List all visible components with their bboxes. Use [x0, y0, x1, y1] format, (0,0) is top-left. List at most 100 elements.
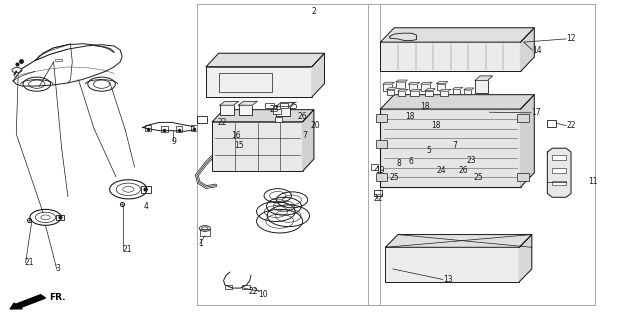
Bar: [381, 109, 520, 187]
Text: 3: 3: [56, 264, 61, 274]
Text: 17: 17: [531, 108, 541, 117]
Text: 26: 26: [458, 166, 468, 175]
Bar: [374, 190, 382, 196]
Polygon shape: [520, 95, 534, 187]
Bar: [275, 117, 282, 122]
Bar: [421, 84, 430, 91]
Bar: [218, 73, 271, 92]
Text: 22: 22: [566, 121, 575, 130]
Bar: [517, 173, 529, 181]
Bar: [368, 4, 595, 305]
Bar: [464, 90, 471, 94]
Bar: [197, 116, 207, 123]
Polygon shape: [381, 95, 534, 109]
Bar: [383, 84, 392, 91]
Bar: [426, 91, 433, 96]
Polygon shape: [212, 110, 314, 122]
Bar: [56, 215, 64, 220]
Polygon shape: [398, 89, 408, 91]
Text: 26: 26: [297, 113, 306, 122]
Text: 21: 21: [122, 245, 132, 254]
Text: 14: 14: [532, 45, 542, 55]
Polygon shape: [383, 82, 394, 84]
Bar: [145, 125, 152, 131]
Bar: [212, 122, 303, 171]
Bar: [162, 126, 168, 132]
Bar: [409, 84, 417, 90]
Text: 22: 22: [217, 118, 227, 127]
Polygon shape: [437, 82, 448, 84]
Text: 20: 20: [311, 121, 320, 130]
Bar: [197, 4, 381, 305]
Bar: [452, 89, 460, 94]
Text: 25: 25: [474, 173, 484, 182]
Bar: [440, 91, 449, 96]
Text: 9: 9: [172, 137, 177, 146]
Bar: [552, 155, 566, 160]
Polygon shape: [409, 82, 420, 84]
Text: 7: 7: [452, 141, 457, 150]
Text: 12: 12: [566, 35, 575, 44]
Polygon shape: [452, 87, 462, 89]
Bar: [220, 105, 233, 116]
Bar: [381, 42, 520, 71]
Text: 18: 18: [406, 112, 415, 121]
Text: 18: 18: [421, 102, 430, 111]
Polygon shape: [426, 89, 436, 91]
Text: 15: 15: [234, 141, 244, 150]
Bar: [437, 84, 446, 90]
Text: 18: 18: [432, 121, 441, 130]
Polygon shape: [421, 82, 432, 84]
Bar: [190, 125, 197, 131]
Polygon shape: [520, 28, 534, 71]
Polygon shape: [440, 89, 451, 91]
Text: 13: 13: [443, 275, 452, 284]
Polygon shape: [238, 101, 257, 105]
Text: 11: 11: [588, 177, 597, 186]
Polygon shape: [381, 28, 534, 42]
Bar: [242, 285, 250, 289]
Text: 5: 5: [426, 146, 431, 155]
Text: 7: 7: [302, 131, 307, 140]
Polygon shape: [547, 148, 571, 197]
Bar: [56, 59, 62, 60]
Text: 25: 25: [389, 173, 399, 182]
Text: 4: 4: [144, 202, 149, 211]
Polygon shape: [411, 89, 422, 91]
Polygon shape: [276, 103, 295, 107]
Text: 16: 16: [231, 131, 241, 140]
Text: 24: 24: [437, 166, 446, 175]
Text: 19: 19: [375, 166, 384, 175]
Bar: [398, 91, 406, 96]
Bar: [371, 164, 378, 170]
Polygon shape: [386, 235, 532, 247]
Bar: [142, 186, 151, 193]
Bar: [225, 285, 232, 289]
Bar: [517, 114, 529, 122]
Polygon shape: [519, 235, 532, 282]
Text: 23: 23: [270, 105, 280, 114]
Bar: [552, 181, 566, 186]
Text: 1: 1: [198, 239, 203, 248]
Text: 10: 10: [258, 290, 268, 299]
Polygon shape: [206, 53, 324, 67]
Text: 2: 2: [312, 7, 317, 16]
FancyArrow shape: [10, 295, 46, 309]
Text: 25: 25: [288, 102, 298, 111]
Polygon shape: [220, 101, 238, 105]
Text: 21: 21: [24, 258, 34, 267]
Bar: [552, 168, 566, 173]
Text: FR.: FR.: [49, 292, 66, 301]
Bar: [386, 247, 519, 282]
Bar: [276, 107, 290, 116]
Bar: [376, 140, 387, 148]
Polygon shape: [464, 88, 474, 90]
Bar: [396, 82, 405, 88]
Bar: [238, 105, 252, 115]
Bar: [387, 90, 394, 95]
Polygon shape: [390, 33, 417, 41]
Polygon shape: [396, 80, 407, 82]
Bar: [206, 67, 312, 97]
Bar: [411, 91, 419, 96]
Bar: [547, 120, 556, 126]
